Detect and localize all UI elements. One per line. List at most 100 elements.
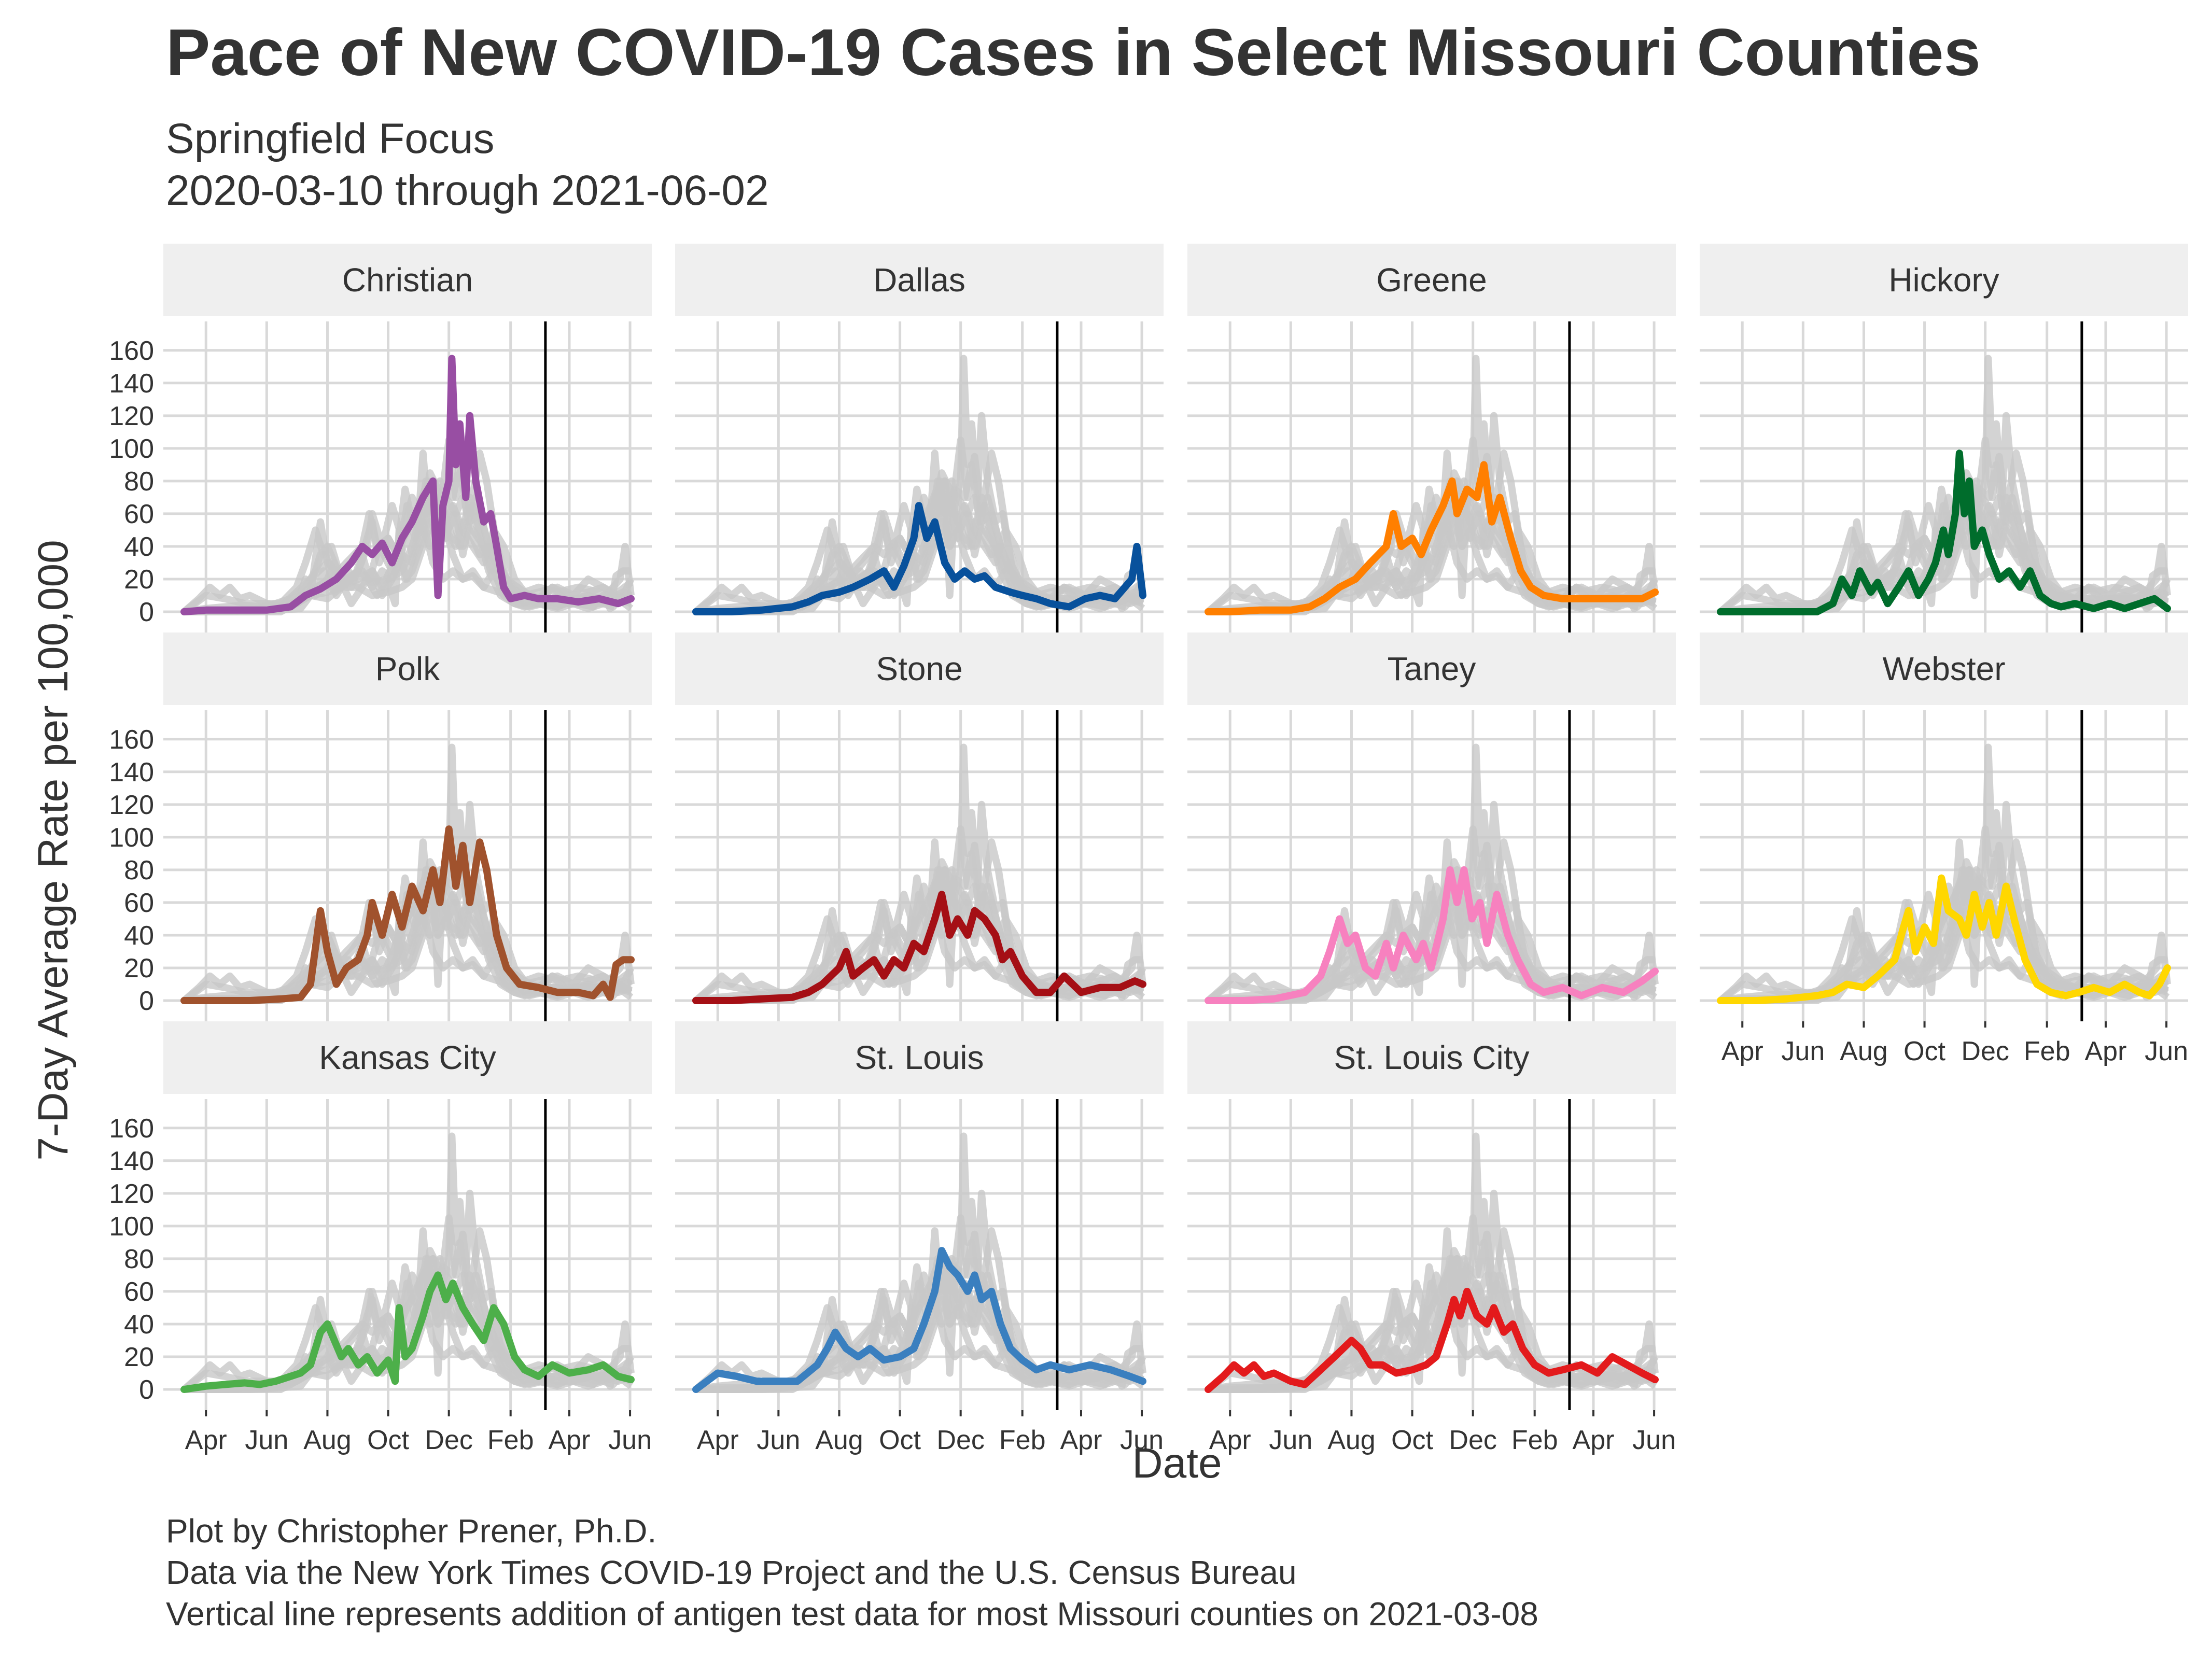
- caption-line3: Vertical line represents addition of ant…: [166, 1595, 1538, 1633]
- series-line: [180, 1271, 635, 1393]
- series-line: [180, 825, 635, 1004]
- x-tick-label: Feb: [487, 1425, 534, 1455]
- y-tick-label: 100: [109, 1212, 154, 1242]
- facet-label: St. Louis City: [1334, 1039, 1529, 1076]
- y-tick-label: 140: [109, 757, 154, 788]
- facet-label: Kansas City: [319, 1039, 496, 1076]
- series-line: [180, 355, 635, 615]
- background-series-line: [181, 510, 633, 615]
- facet-strip: [1187, 1021, 1676, 1094]
- y-tick-label: 100: [109, 434, 154, 464]
- y-tick-label: 160: [109, 1114, 154, 1144]
- caption-line1: Plot by Christopher Prener, Ph.D.: [166, 1512, 656, 1550]
- x-tick-label: Oct: [879, 1425, 921, 1455]
- x-tick-label: Apr: [185, 1425, 227, 1455]
- y-tick-label: 60: [124, 1277, 154, 1307]
- y-tick-label: 120: [109, 1179, 154, 1209]
- x-tick-label: Aug: [303, 1425, 352, 1455]
- y-tick-label: 160: [109, 336, 154, 366]
- x-tick-label: Dec: [1961, 1036, 2009, 1066]
- x-tick-label: Jun: [1269, 1425, 1312, 1455]
- y-tick-label: 120: [109, 401, 154, 431]
- y-tick-label: 40: [124, 921, 154, 951]
- facet-panel: Taney: [1187, 632, 1676, 1021]
- chart-subtitle-line2: 2020-03-10 through 2021-06-02: [166, 167, 769, 214]
- x-tick-label: Jun: [757, 1425, 800, 1455]
- x-tick-label: Dec: [936, 1425, 984, 1455]
- facet-panel: Webster Apr Jun Aug Oct Dec Feb Apr Jun: [1700, 632, 2188, 1066]
- x-tick-label: Aug: [1327, 1425, 1376, 1455]
- series-line: [1205, 461, 1659, 615]
- y-tick-label: 40: [124, 1310, 154, 1340]
- background-series-line: [1206, 510, 1657, 615]
- x-tick-label: Jun: [245, 1425, 288, 1455]
- facet-label: Dallas: [873, 261, 965, 299]
- series-line: [1205, 866, 1659, 1004]
- y-tick-label: 60: [124, 888, 154, 918]
- facet-panel: Dallas: [675, 244, 1164, 632]
- series-line: [1717, 449, 2171, 615]
- y-tick-label: 140: [109, 1146, 154, 1176]
- x-tick-label: Apr: [1721, 1036, 1763, 1066]
- y-tick-label: 20: [124, 1342, 154, 1372]
- x-tick-label: Feb: [1511, 1425, 1558, 1455]
- facet-strip: [163, 632, 652, 705]
- series-line: [692, 502, 1146, 615]
- facet-label: Taney: [1388, 650, 1476, 687]
- y-tick-label: 40: [124, 532, 154, 562]
- x-tick-label: Feb: [999, 1425, 1046, 1455]
- facet-panel: Hickory: [1700, 244, 2188, 632]
- x-tick-label: Oct: [367, 1425, 409, 1455]
- y-tick-label: 0: [139, 597, 154, 627]
- chart-title: Pace of New COVID-19 Cases in Select Mis…: [166, 16, 1981, 90]
- x-tick-label: Dec: [425, 1425, 472, 1455]
- background-series-line: [181, 898, 633, 1004]
- facet-label: Polk: [375, 650, 441, 687]
- x-tick-label: Jun: [608, 1425, 652, 1455]
- x-tick-label: Aug: [1840, 1036, 1888, 1066]
- facet-label: Greene: [1376, 261, 1487, 299]
- facet-panel: St. Louis City Apr Jun Aug Oct Dec Feb Apr Jun: [1187, 1021, 1676, 1455]
- facet-strip: [163, 1021, 652, 1094]
- x-tick-label: Apr: [1209, 1425, 1251, 1455]
- y-axis-title: 7-Day Average Rate per 100,000: [30, 540, 77, 1160]
- facet-strip: [675, 1021, 1164, 1094]
- y-tick-label: 20: [124, 953, 154, 983]
- facet-strip: [163, 244, 652, 316]
- facet-label: Hickory: [1888, 261, 1999, 299]
- facet-panel: St. Louis Apr Jun Aug Oct Dec Feb Apr Jun: [675, 1021, 1164, 1455]
- y-tick-label: 80: [124, 855, 154, 885]
- x-tick-label: Apr: [2085, 1036, 2127, 1066]
- background-series-line: [693, 898, 1145, 1004]
- facet-strip: [1700, 632, 2188, 705]
- facet-strip: [675, 244, 1164, 316]
- x-tick-label: Aug: [815, 1425, 863, 1455]
- x-tick-label: Jun: [1120, 1425, 1164, 1455]
- background-series-line: [1718, 510, 2169, 615]
- y-tick-label: 120: [109, 790, 154, 820]
- x-tick-label: Jun: [2145, 1036, 2188, 1066]
- facet-label: Stone: [876, 650, 962, 687]
- y-tick-label: 80: [124, 467, 154, 497]
- series-line: [1717, 874, 2171, 1004]
- x-tick-label: Apr: [697, 1425, 739, 1455]
- facet-label: Christian: [342, 261, 473, 299]
- x-tick-label: Jun: [1781, 1036, 1825, 1066]
- y-tick-label: 100: [109, 823, 154, 853]
- facet-strip: [675, 632, 1164, 705]
- y-tick-label: 60: [124, 499, 154, 529]
- background-series-line: [693, 1287, 1145, 1393]
- caption-line2: Data via the New York Times COVID-19 Pro…: [166, 1554, 1297, 1591]
- x-tick-label: Apr: [549, 1425, 591, 1455]
- y-tick-label: 20: [124, 565, 154, 595]
- y-tick-label: 140: [109, 369, 154, 399]
- x-tick-label: Oct: [1903, 1036, 1945, 1066]
- series-line: [1205, 1287, 1659, 1393]
- x-tick-label: Feb: [2024, 1036, 2070, 1066]
- facet-panel: Greene: [1187, 244, 1676, 632]
- facet-panel: Stone: [675, 632, 1164, 1021]
